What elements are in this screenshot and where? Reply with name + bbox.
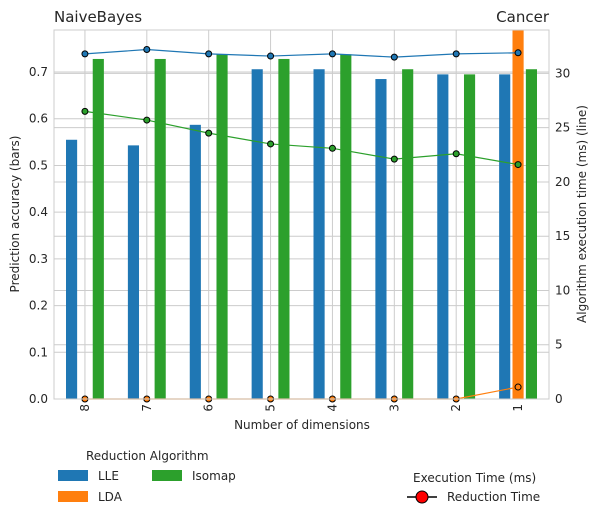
y-right-tick-label-1: 5	[555, 338, 563, 352]
point-isomap-3	[390, 155, 398, 163]
x-tick-label-0: 8	[78, 404, 92, 412]
legend-line-label: Reduction Time	[447, 490, 540, 504]
point-lle-8	[81, 50, 89, 58]
bars-layer	[66, 30, 537, 400]
bar-isomap-5	[278, 58, 290, 399]
y-left-tick-label-4: 0.4	[29, 205, 48, 219]
bar-lle-8	[66, 139, 78, 400]
y-right-tick-label-0: 0	[555, 392, 563, 406]
point-isomap-5	[267, 140, 275, 148]
y-left-tick-label-6: 0.6	[29, 112, 48, 126]
bar-isomap-6	[216, 54, 228, 400]
point-lle-7	[143, 46, 151, 54]
y-right-tick-label-4: 20	[555, 175, 570, 189]
line-lda	[84, 386, 519, 400]
bar-isomap-2	[463, 74, 476, 400]
legend-execution-time: Execution Time (ms) Reduction Time	[407, 471, 540, 504]
y-right-tick-label-5: 25	[555, 121, 570, 135]
bar-isomap-3	[402, 69, 414, 399]
y-right-tick-label-2: 10	[555, 283, 570, 297]
legend-swatch-lda	[58, 491, 88, 502]
y-axis-left-label: Prediction accuracy (bars)	[8, 136, 22, 293]
point-lle-3	[390, 53, 398, 61]
bar-lda-1	[512, 30, 524, 399]
x-tick-label-5: 3	[387, 404, 401, 412]
point-lle-6	[205, 50, 213, 58]
legend-swatch-lle	[58, 470, 88, 481]
legend-label-isomap: Isomap	[192, 469, 236, 483]
legend-reduction-algorithm: Reduction Algorithm LLE LDA Isomap	[58, 449, 236, 504]
x-tick-label-7: 1	[511, 404, 525, 412]
y-left-tick-label-1: 0.1	[29, 345, 48, 359]
point-isomap-8	[81, 107, 89, 115]
bar-lle-2	[437, 74, 449, 400]
point-isomap-7	[143, 116, 151, 124]
legend-swatch-isomap	[152, 470, 182, 481]
legend-label-lle: LLE	[98, 469, 119, 483]
point-lle-1	[514, 49, 522, 57]
bar-lle-4	[313, 69, 325, 399]
point-isomap-1	[514, 161, 522, 169]
line-isomap	[84, 110, 519, 166]
x-tick-label-4: 4	[325, 404, 339, 412]
bar-lle-5	[251, 69, 263, 399]
bar-isomap-7	[154, 58, 166, 399]
point-lle-5	[267, 52, 275, 60]
right-y-ticks: 0 5 10 15 20 25 30	[555, 66, 570, 406]
left-y-ticks: 0.0 0.1 0.2 0.3 0.4 0.5 0.6 0.7	[29, 65, 48, 406]
bar-lle-3	[375, 79, 387, 399]
legend-bars-title: Reduction Algorithm	[86, 449, 209, 463]
legend-label-lda: LDA	[98, 490, 123, 504]
y-left-tick-label-3: 0.3	[29, 252, 48, 266]
x-tick-label-6: 2	[449, 404, 463, 412]
bar-isomap-4	[340, 54, 352, 400]
bar-lle-1	[499, 74, 511, 400]
chart-title-right: Cancer	[496, 8, 550, 26]
y-right-tick-label-3: 15	[555, 229, 570, 243]
point-isomap-6	[205, 129, 213, 137]
chart-title-left: NaiveBayes	[54, 8, 142, 26]
bar-lle-7	[127, 145, 140, 399]
point-isomap-4	[328, 144, 336, 152]
bar-isomap-1	[525, 69, 537, 399]
point-lle-2	[452, 50, 460, 58]
x-axis-label: Number of dimensions	[234, 418, 370, 432]
x-tick-label-1: 7	[140, 404, 154, 412]
y-right-tick-label-6: 30	[555, 66, 570, 80]
bar-lle-6	[189, 124, 201, 400]
x-ticks: 8 7 6 5 4 3 2 1	[78, 404, 525, 412]
x-tick-label-3: 5	[264, 404, 278, 412]
y-left-tick-label-2: 0.2	[29, 299, 48, 313]
point-lda-1	[514, 383, 522, 391]
y-left-tick-label-5: 0.5	[29, 158, 48, 172]
y-left-tick-label-0: 0.0	[29, 392, 48, 406]
plot-frame	[53, 29, 550, 400]
legend-line-marker	[415, 490, 429, 504]
bar-isomap-8	[92, 58, 104, 399]
point-isomap-2	[452, 150, 460, 158]
x-tick-label-2: 6	[202, 404, 216, 412]
point-lle-4	[328, 50, 336, 58]
legend-line-title: Execution Time (ms)	[413, 471, 536, 485]
y-left-tick-label-7: 0.7	[29, 65, 48, 79]
lines-layer	[81, 46, 522, 403]
line-lle	[84, 48, 519, 58]
y-axis-right-label: Algorithm execution time (ms) (line)	[575, 105, 589, 323]
